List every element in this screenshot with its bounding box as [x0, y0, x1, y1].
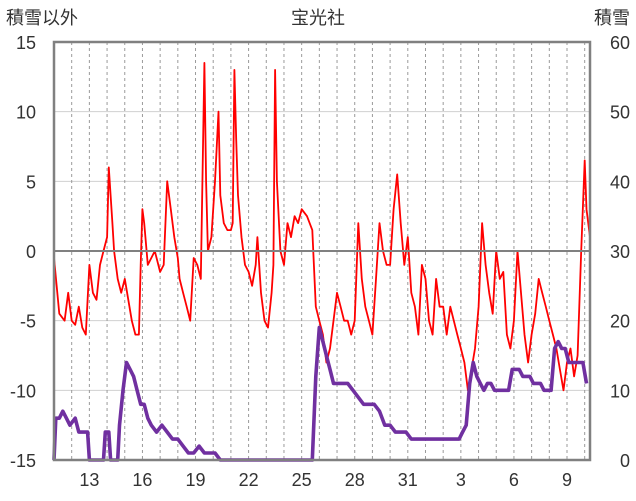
y-left-tick-label: 10 [16, 103, 36, 123]
chart-title: 宝光社 [291, 8, 345, 29]
x-tick-label: 31 [398, 470, 418, 490]
right-axis-title: 積雪 [594, 8, 630, 29]
x-tick-label: 9 [562, 470, 572, 490]
y-left-tick-label: -5 [20, 312, 36, 332]
x-tick-label: 13 [79, 470, 99, 490]
y-right-tick-label: 50 [610, 103, 630, 123]
x-tick-label: 3 [456, 470, 466, 490]
y-right-tick-label: 40 [610, 172, 630, 192]
y-right-tick-label: 0 [620, 451, 630, 471]
x-tick-label: 25 [292, 470, 312, 490]
left-axis-title: 積雪以外 [6, 8, 78, 29]
y-left-tick-label: -10 [10, 381, 36, 401]
temperature-line [53, 62, 591, 392]
x-tick-label: 28 [345, 470, 365, 490]
y-left-tick-label: 5 [26, 172, 36, 192]
x-tick-label: 19 [186, 470, 206, 490]
y-left-tick-label: -15 [10, 451, 36, 471]
series-snow-depth [52, 325, 589, 462]
y-right-tick-label: 10 [610, 381, 630, 401]
y-left-tick-label: 15 [16, 33, 36, 53]
snow-depth-line [52, 325, 589, 462]
y-left-tick-label: 0 [26, 242, 36, 262]
y-right-tick-label: 60 [610, 33, 630, 53]
y-right-tick-label: 20 [610, 312, 630, 332]
y-right-tick-label: 30 [610, 242, 630, 262]
x-tick-label: 16 [132, 470, 152, 490]
plot-frame [52, 40, 592, 462]
x-tick-label: 22 [239, 470, 259, 490]
x-tick-label: 6 [509, 470, 519, 490]
series-temperature [53, 62, 591, 392]
